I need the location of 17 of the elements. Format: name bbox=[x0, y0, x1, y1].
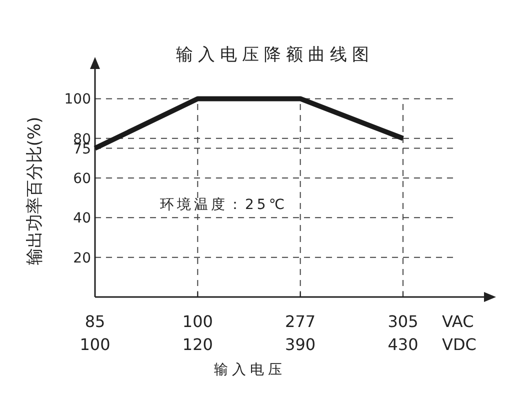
annotation: 环境温度：25℃ bbox=[160, 197, 288, 213]
x-tick-label: 305 bbox=[388, 312, 418, 331]
text: 120 bbox=[182, 335, 213, 354]
x-tick-label: 100 bbox=[182, 312, 213, 331]
text: VAC bbox=[442, 312, 474, 331]
y-tick-label: 100 bbox=[64, 92, 91, 108]
x-tick-label: 85 bbox=[84, 312, 106, 331]
y-axis-title: 输出功率百分比(%) bbox=[25, 116, 45, 266]
text: 390 bbox=[285, 335, 316, 354]
text: VDC bbox=[442, 335, 476, 354]
x-tick-label: 277 bbox=[285, 312, 316, 331]
x-axis-title: 输入电压 bbox=[214, 362, 286, 378]
y-tick-label: 20 bbox=[73, 250, 91, 266]
text: 430 bbox=[388, 335, 418, 354]
y-tick-label: 40 bbox=[73, 210, 91, 227]
y-tick-label: 60 bbox=[73, 171, 91, 188]
chart-title: 输入电压降额曲线图 bbox=[176, 45, 374, 65]
